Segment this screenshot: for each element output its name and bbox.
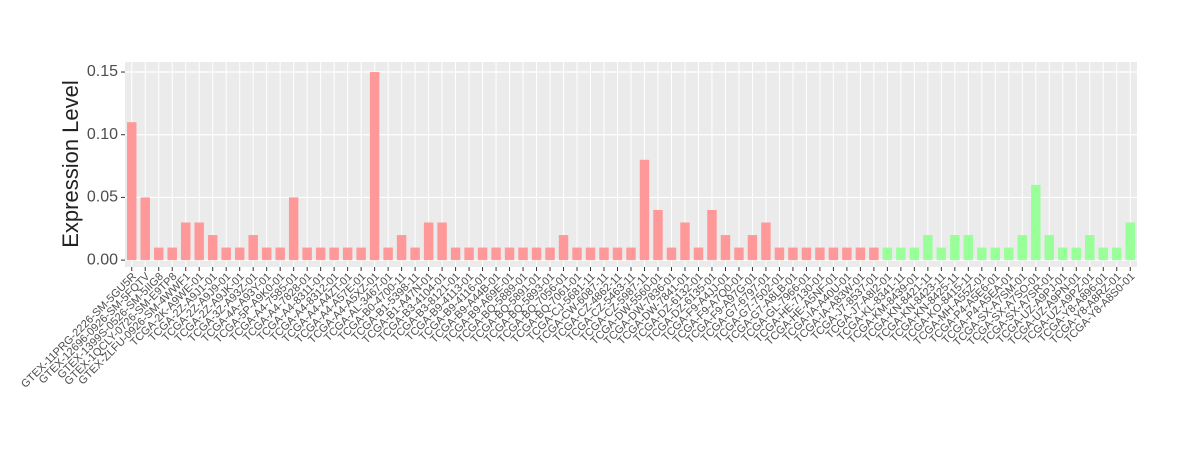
- bar: [842, 247, 852, 261]
- bar: [896, 247, 906, 261]
- bar: [1031, 184, 1041, 261]
- bar: [410, 247, 420, 261]
- bar: [680, 222, 690, 261]
- bar: [288, 197, 299, 261]
- bar: [437, 222, 447, 261]
- bar: [720, 235, 731, 261]
- bar: [248, 235, 258, 261]
- bar: [977, 247, 987, 261]
- bar: [693, 247, 704, 261]
- y-axis-title: Expression Level: [58, 80, 83, 248]
- bar: [450, 247, 461, 261]
- bar: [1085, 235, 1095, 261]
- y-tick-label: 0.10: [87, 126, 118, 143]
- bar: [315, 247, 326, 261]
- bar: [1112, 247, 1122, 261]
- bar: [464, 247, 474, 261]
- bar: [882, 247, 893, 261]
- bar: [653, 209, 663, 261]
- bar: [801, 247, 812, 261]
- bar: [275, 247, 285, 261]
- bar: [369, 72, 380, 261]
- bar: [855, 247, 866, 261]
- bar: [990, 247, 1001, 261]
- bar: [154, 247, 164, 261]
- bar: [815, 247, 825, 261]
- bar: [167, 247, 177, 261]
- bar: [734, 247, 744, 261]
- bar: [207, 235, 218, 261]
- bar: [194, 222, 204, 261]
- y-tick-label: 0.15: [87, 63, 118, 80]
- bar: [531, 247, 542, 261]
- bar: [477, 247, 488, 261]
- y-tick-label: 0.00: [87, 251, 118, 268]
- bar: [423, 222, 434, 261]
- bar: [302, 247, 312, 261]
- bar: [140, 197, 150, 261]
- bar: [639, 159, 650, 261]
- bar: [221, 247, 231, 261]
- bar: [747, 235, 758, 261]
- bar: [329, 247, 339, 261]
- bar: [1071, 247, 1082, 261]
- bar: [585, 247, 596, 261]
- bar: [234, 247, 245, 261]
- bar: [626, 247, 636, 261]
- bar: [707, 209, 717, 261]
- bar: [950, 235, 960, 261]
- bar: [774, 247, 785, 261]
- bar: [180, 222, 191, 261]
- bar: [1044, 235, 1055, 261]
- bar: [356, 247, 366, 261]
- bar: [923, 235, 933, 261]
- bar: [936, 247, 947, 261]
- bar: [1098, 247, 1108, 261]
- bar: [666, 247, 677, 261]
- bar: [909, 247, 920, 261]
- bar: [612, 247, 623, 261]
- bar: [491, 247, 501, 261]
- bar: [545, 247, 555, 261]
- bar: [869, 247, 879, 261]
- bar: [599, 247, 609, 261]
- bar: [761, 222, 771, 261]
- bar: [788, 247, 798, 261]
- bar: [572, 247, 582, 261]
- bar: [518, 247, 528, 261]
- y-tick-label: 0.05: [87, 189, 118, 206]
- bar: [383, 247, 393, 261]
- bar: [1125, 222, 1135, 261]
- bar: [558, 235, 569, 261]
- bar: [342, 247, 353, 261]
- bar: [963, 235, 974, 261]
- bar: [127, 122, 137, 261]
- bar: [1004, 247, 1014, 261]
- bar: [261, 247, 272, 261]
- bar: [504, 247, 515, 261]
- bar: [828, 247, 839, 261]
- bar: [1017, 235, 1028, 261]
- bar: [396, 235, 407, 261]
- bar: [1058, 247, 1068, 261]
